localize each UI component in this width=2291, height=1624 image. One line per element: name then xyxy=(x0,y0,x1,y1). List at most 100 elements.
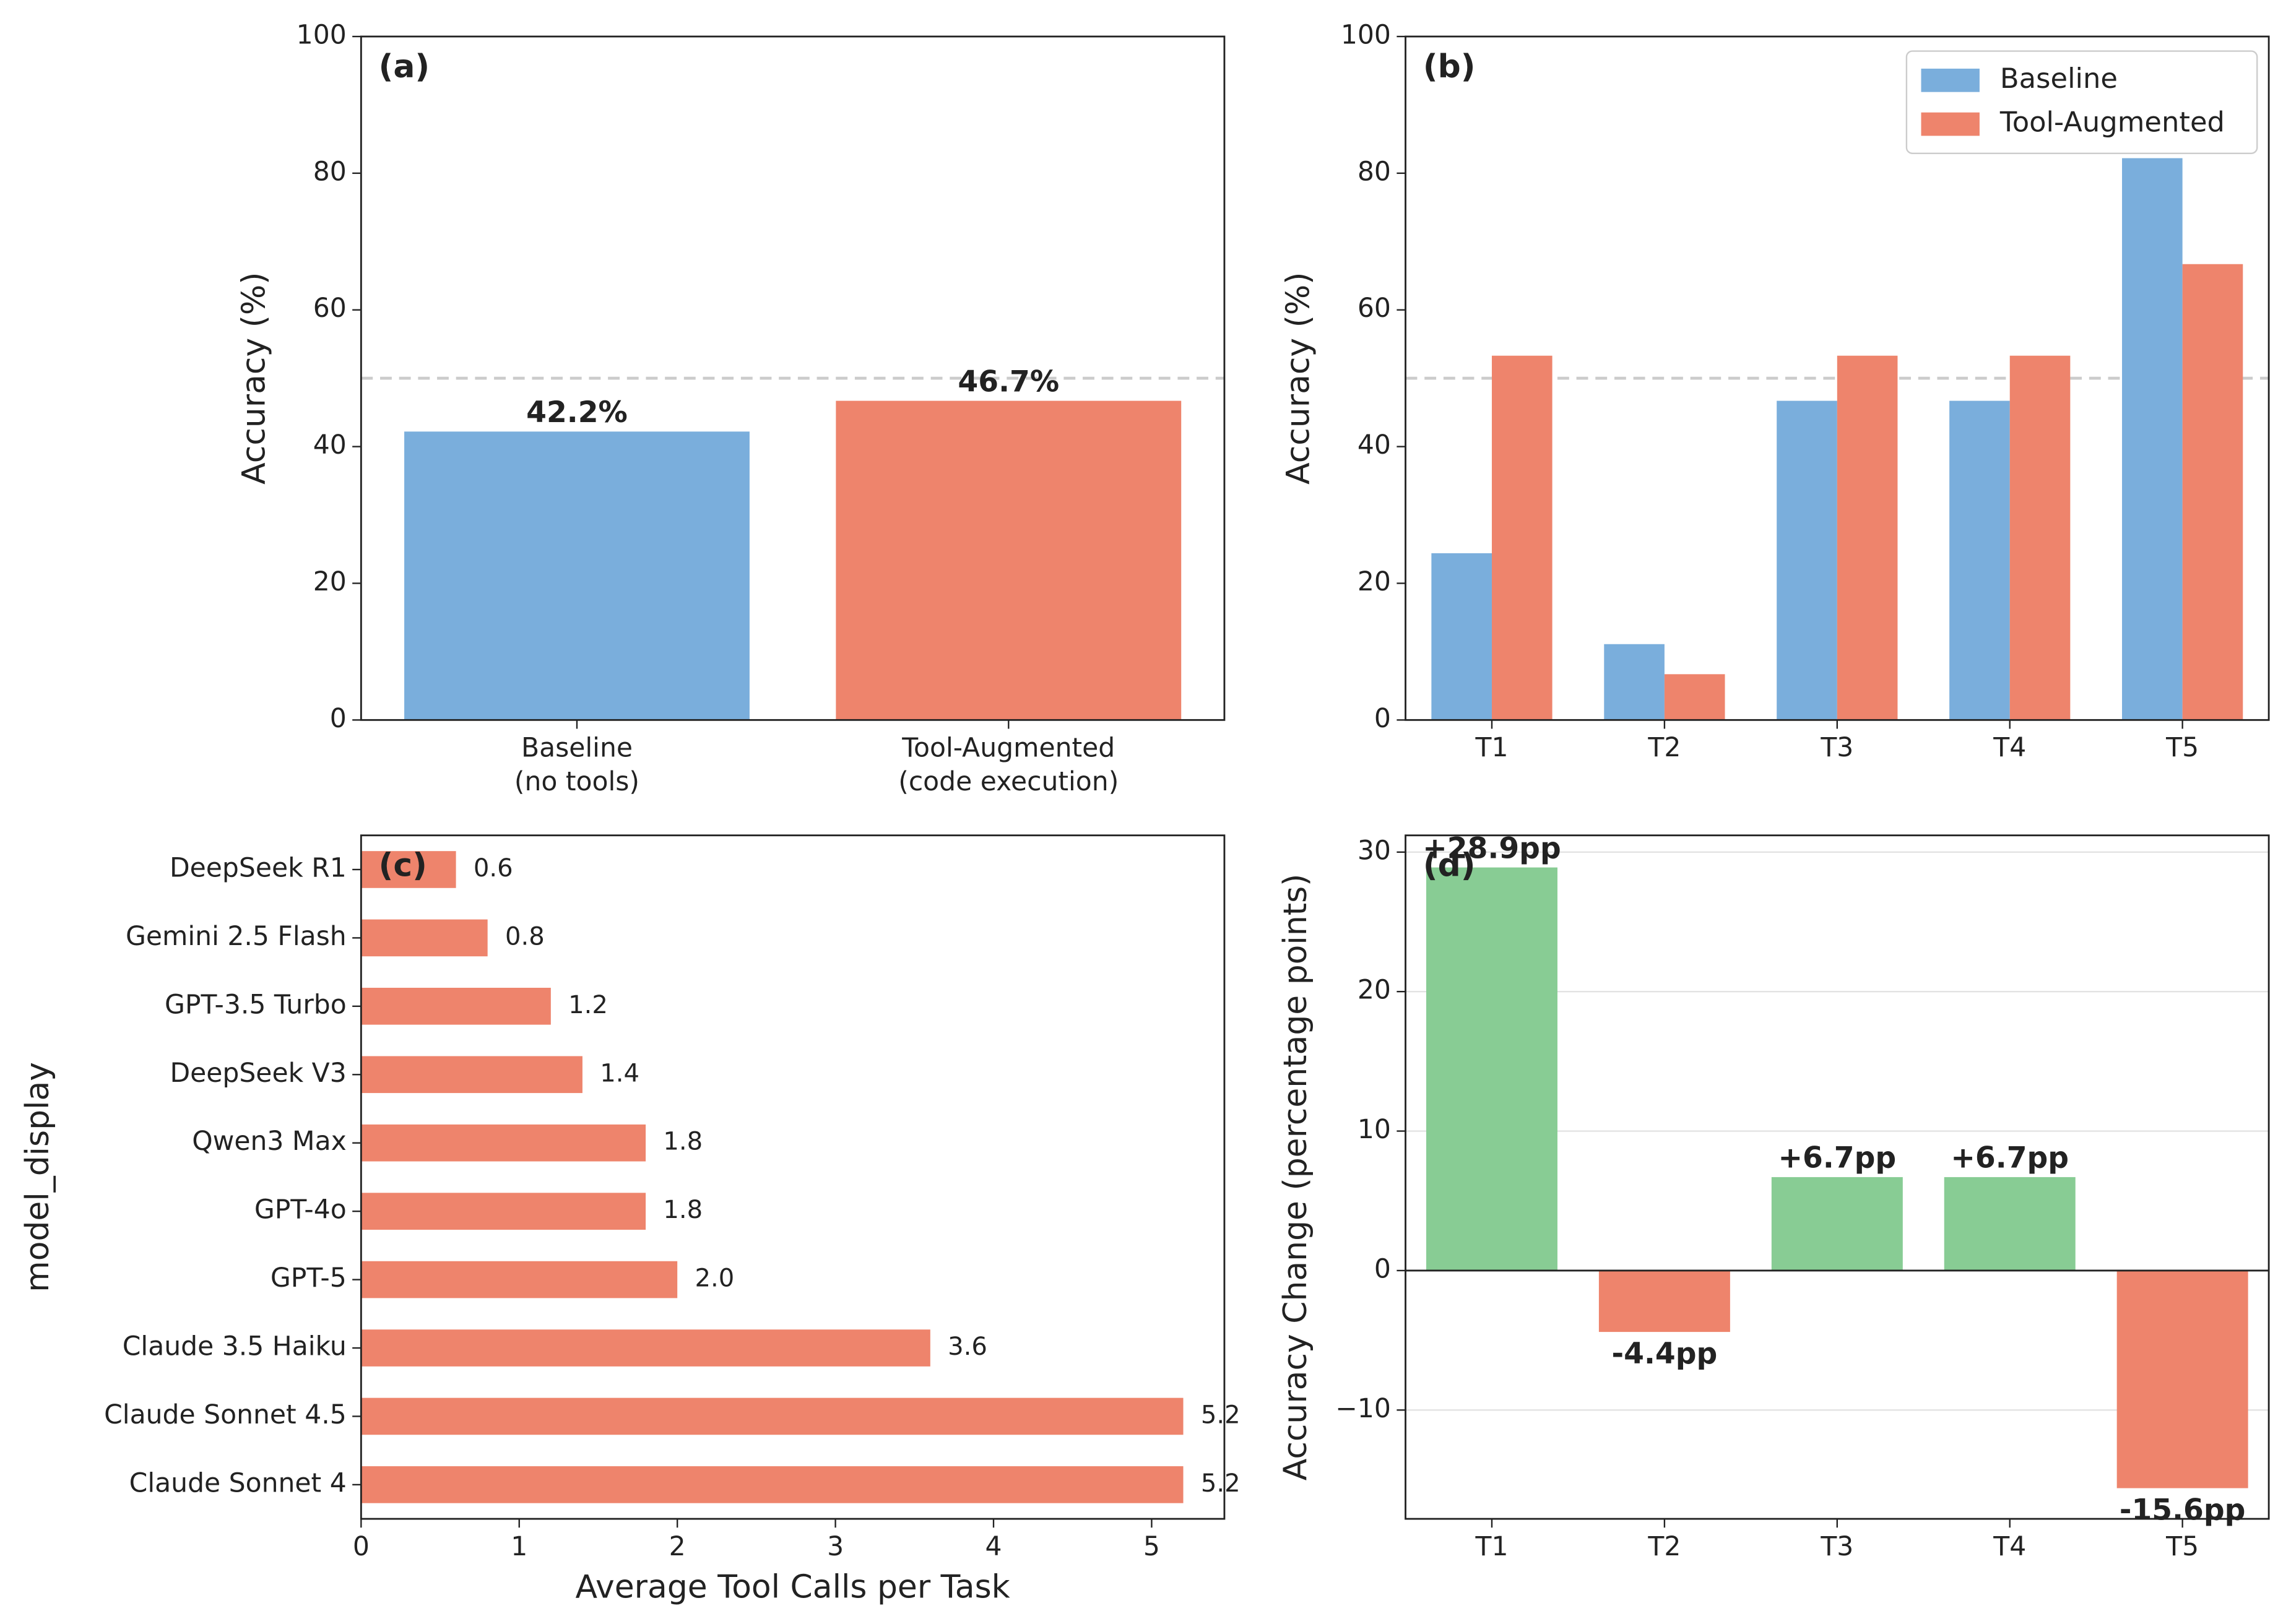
axes-frame xyxy=(1405,35,2270,721)
x-tick-label: 2 xyxy=(669,1532,686,1562)
bar xyxy=(1664,674,1725,720)
axes-frame xyxy=(360,35,1226,721)
x-tick-label: T5 xyxy=(2165,1532,2199,1562)
value-label: 0.8 xyxy=(505,922,545,951)
value-label: 42.2% xyxy=(526,395,628,430)
y-tick-label: 0 xyxy=(330,704,347,734)
bar xyxy=(1431,553,1492,720)
y-tick-label: 20 xyxy=(313,567,347,597)
bar xyxy=(2182,264,2243,720)
y-tick-label: −10 xyxy=(1335,1394,1391,1424)
y-tick-label: Claude 3.5 Haiku xyxy=(123,1332,347,1362)
y-axis-label: Accuracy (%) xyxy=(235,272,272,485)
bar xyxy=(361,1056,582,1094)
bar xyxy=(1949,400,2010,720)
y-tick-label: Qwen3 Max xyxy=(192,1126,347,1157)
x-tick-label: Baseline (no tools) xyxy=(514,733,639,797)
bar xyxy=(361,851,456,888)
y-tick-label: 80 xyxy=(1358,157,1391,187)
y-tick-label: 100 xyxy=(297,20,347,50)
bar xyxy=(1491,355,1553,720)
x-tick-label: T3 xyxy=(1820,733,1853,763)
y-tick-label: Gemini 2.5 Flash xyxy=(126,922,347,952)
legend-label: Baseline xyxy=(2000,62,2118,95)
x-tick-label: 1 xyxy=(511,1532,527,1562)
y-tick-label: GPT-5 xyxy=(271,1263,347,1294)
y-tick-label: Claude Sonnet 4.5 xyxy=(104,1400,347,1430)
x-tick-label: Tool-Augmented (code execution) xyxy=(898,733,1119,797)
value-label: 1.4 xyxy=(600,1059,639,1087)
panel-label: (a) xyxy=(379,48,430,85)
bar xyxy=(361,1466,1184,1503)
text-line: Tool-Augmented xyxy=(901,733,1115,763)
y-tick-label: 80 xyxy=(313,157,347,187)
x-tick-label: 5 xyxy=(1143,1532,1160,1562)
bar xyxy=(1598,1270,1730,1332)
y-tick-label: 0 xyxy=(1374,704,1391,734)
bar xyxy=(1426,867,1557,1271)
value-label: 0.6 xyxy=(474,854,513,883)
bar xyxy=(2122,158,2183,720)
bar xyxy=(1777,400,1837,720)
x-tick-label: T1 xyxy=(1475,733,1509,763)
axes-frame xyxy=(360,834,1226,1520)
y-tick-label: 60 xyxy=(313,293,347,324)
x-tick-label: T2 xyxy=(1647,1532,1681,1562)
legend-swatch xyxy=(1921,68,1980,92)
value-label: 1.8 xyxy=(663,1196,703,1224)
bar xyxy=(361,919,488,957)
bar xyxy=(2116,1270,2248,1488)
x-axis-label: Average Tool Calls per Task xyxy=(576,1568,1010,1605)
bar xyxy=(836,400,1182,720)
value-label: 5.2 xyxy=(1201,1469,1241,1498)
panel-label: (b) xyxy=(1423,48,1476,85)
value-label: 1.8 xyxy=(663,1128,703,1156)
x-tick-label: T2 xyxy=(1647,733,1681,763)
value-label: +6.7pp xyxy=(1778,1141,1896,1175)
bar xyxy=(1837,355,1898,720)
value-label: 46.7% xyxy=(958,365,1059,399)
x-tick-label: 3 xyxy=(827,1532,844,1562)
value-label: 1.2 xyxy=(568,991,608,1019)
value-label: +28.9pp xyxy=(1423,831,1561,865)
text-line: (no tools) xyxy=(514,766,639,797)
value-label: 2.0 xyxy=(695,1264,734,1293)
panel-label: (d) xyxy=(1423,847,1476,884)
y-tick-label: 60 xyxy=(1358,293,1391,324)
y-tick-label: DeepSeek R1 xyxy=(170,853,347,883)
y-tick-label: 0 xyxy=(1374,1254,1391,1284)
y-tick-label: 10 xyxy=(1358,1115,1391,1145)
bar xyxy=(1944,1177,2076,1271)
y-tick-label: 40 xyxy=(1358,430,1391,460)
bar xyxy=(361,1193,646,1230)
x-tick-label: 0 xyxy=(353,1532,370,1562)
bar xyxy=(361,988,551,1025)
y-tick-label: 20 xyxy=(1358,975,1391,1006)
bar xyxy=(361,1124,646,1162)
y-tick-label: Claude Sonnet 4 xyxy=(129,1468,347,1498)
text-line: Baseline xyxy=(521,733,633,763)
bar xyxy=(361,1397,1184,1435)
value-label: 5.2 xyxy=(1201,1401,1241,1429)
y-tick-label: 30 xyxy=(1358,836,1391,866)
y-tick-label: 20 xyxy=(1358,567,1391,597)
value-label: -15.6pp xyxy=(2120,1493,2246,1527)
y-tick-label: GPT-3.5 Turbo xyxy=(165,990,347,1020)
legend-swatch xyxy=(1921,112,1980,136)
value-label: -4.4pp xyxy=(1612,1337,1718,1371)
y-axis-label: model_display xyxy=(19,1062,56,1292)
text-line: (code execution) xyxy=(898,766,1119,797)
bar xyxy=(404,431,750,720)
x-tick-label: T4 xyxy=(1993,733,2026,763)
bar xyxy=(1604,644,1665,720)
y-tick-label: 100 xyxy=(1341,20,1391,50)
x-tick-label: T3 xyxy=(1820,1532,1853,1562)
bar xyxy=(2009,355,2071,720)
x-tick-label: 4 xyxy=(985,1532,1002,1562)
legend-box xyxy=(1905,50,2258,154)
bar xyxy=(1771,1177,1903,1271)
value-label: 3.6 xyxy=(948,1332,987,1361)
x-tick-label: T1 xyxy=(1475,1532,1509,1562)
x-tick-label: T4 xyxy=(1993,1532,2026,1562)
